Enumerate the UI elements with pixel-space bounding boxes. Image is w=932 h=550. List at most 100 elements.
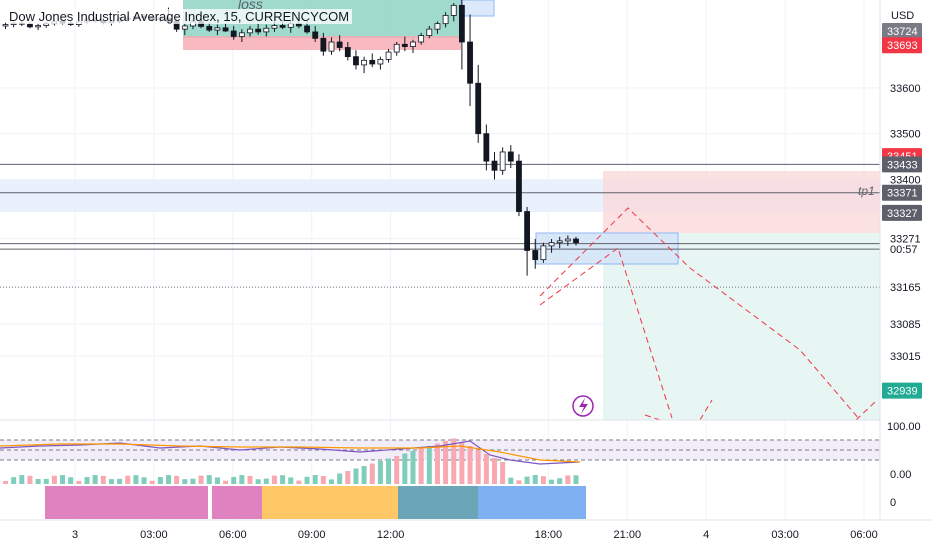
hist-bar xyxy=(223,480,229,484)
hist-bar xyxy=(361,466,367,484)
hist-bar xyxy=(190,478,196,484)
hist-bar xyxy=(459,442,465,484)
hist-bar xyxy=(320,476,326,484)
hist-bar xyxy=(451,438,457,484)
hist-bar xyxy=(19,475,25,484)
candle xyxy=(442,12,449,28)
candle xyxy=(426,25,433,39)
entry-zone-box xyxy=(535,232,679,265)
candle xyxy=(255,23,262,35)
price-badge: 33371 xyxy=(882,184,922,201)
hist-bar xyxy=(296,480,302,484)
histogram-bars xyxy=(3,438,579,484)
candle xyxy=(385,48,392,63)
hist-bar xyxy=(60,475,66,484)
x-tick-label: 09:00 xyxy=(298,529,326,541)
hist-bar xyxy=(540,476,546,484)
oscillator-band xyxy=(0,440,880,460)
hist-bar xyxy=(475,450,481,484)
candle xyxy=(361,56,368,74)
hist-bar xyxy=(386,458,392,484)
hist-bar xyxy=(239,475,245,484)
candle xyxy=(491,151,498,180)
svg-text:33327: 33327 xyxy=(887,208,918,220)
hist-bar xyxy=(231,476,237,484)
candle xyxy=(181,23,188,36)
candle xyxy=(418,32,425,45)
candle xyxy=(556,236,563,249)
hist-bar xyxy=(174,475,180,484)
y-tick-label: 33500 xyxy=(890,129,921,141)
candle xyxy=(540,242,547,263)
osc-axis-0: 0.00 xyxy=(890,469,911,481)
hist-bar xyxy=(312,475,318,484)
hist-bar xyxy=(345,471,351,484)
x-tick-label: 18:00 xyxy=(535,529,563,541)
hist-bar xyxy=(394,456,400,484)
hist-bar xyxy=(255,479,261,484)
lightning-icon[interactable] xyxy=(572,395,594,417)
hist-bar xyxy=(198,475,204,484)
x-tick-label: 12:00 xyxy=(377,529,405,541)
hist-bar xyxy=(524,476,530,484)
candle xyxy=(393,41,400,56)
hist-bar xyxy=(443,441,449,484)
time-axis[interactable]: 3 03:00 06:00 09:00 12:00 18:00 21:00 4 03:00 06:… xyxy=(72,529,878,541)
hist-bar xyxy=(247,475,253,484)
x-tick-label: 3 xyxy=(72,529,78,541)
hist-bar xyxy=(263,478,269,484)
hist-bar xyxy=(271,475,277,484)
hist-bar xyxy=(133,475,139,484)
hist-bar xyxy=(3,481,8,484)
hist-bar xyxy=(100,475,106,484)
projection-path xyxy=(539,207,861,421)
price-levels xyxy=(0,163,880,288)
svg-text:32939: 32939 xyxy=(887,386,918,398)
hist-bar xyxy=(377,461,383,484)
hist-bar xyxy=(532,475,538,484)
candle xyxy=(214,24,221,36)
y-tick-label: 33271 xyxy=(890,234,921,246)
candle xyxy=(206,22,213,32)
hist-bar xyxy=(337,473,343,484)
price-axis[interactable]: 33600 33500 33400 33271 33165 33085 33015 00:57… xyxy=(882,23,922,399)
hist-bar xyxy=(549,479,555,484)
hist-bar xyxy=(84,477,90,484)
hist-bar xyxy=(418,448,424,484)
candle xyxy=(369,53,376,68)
candle xyxy=(434,21,441,34)
candle xyxy=(312,25,319,42)
hist-bar xyxy=(157,476,163,484)
candles xyxy=(2,0,579,276)
candle xyxy=(467,14,473,107)
hist-bar xyxy=(353,468,359,484)
hist-bar xyxy=(280,475,286,484)
candle xyxy=(548,239,555,253)
currency-label: USD xyxy=(891,10,914,22)
countdown-label: 00:57 xyxy=(890,244,918,256)
hist-bar xyxy=(369,463,375,484)
osc-line-orange xyxy=(0,443,581,463)
hist-bar xyxy=(516,480,522,484)
candle xyxy=(377,56,384,70)
candle xyxy=(401,36,408,52)
hist-bar xyxy=(402,453,408,484)
hist-bar xyxy=(500,462,506,484)
candle xyxy=(230,25,237,40)
session-strip xyxy=(45,486,586,519)
hist-bar xyxy=(304,476,310,484)
price-badge: 33724 xyxy=(882,23,922,39)
hist-bar xyxy=(508,477,514,484)
hist-bar xyxy=(557,478,563,484)
y-tick-label: 33400 xyxy=(890,174,921,186)
y-tick-label: 33015 xyxy=(890,351,921,363)
candle xyxy=(344,41,351,61)
svg-text:33433: 33433 xyxy=(887,159,918,171)
hist-bar xyxy=(288,477,294,484)
candle xyxy=(410,39,416,53)
hist-bar xyxy=(92,475,98,484)
y-tick-label: 33165 xyxy=(890,282,921,294)
hist-bar xyxy=(565,475,571,484)
candle xyxy=(263,24,270,37)
